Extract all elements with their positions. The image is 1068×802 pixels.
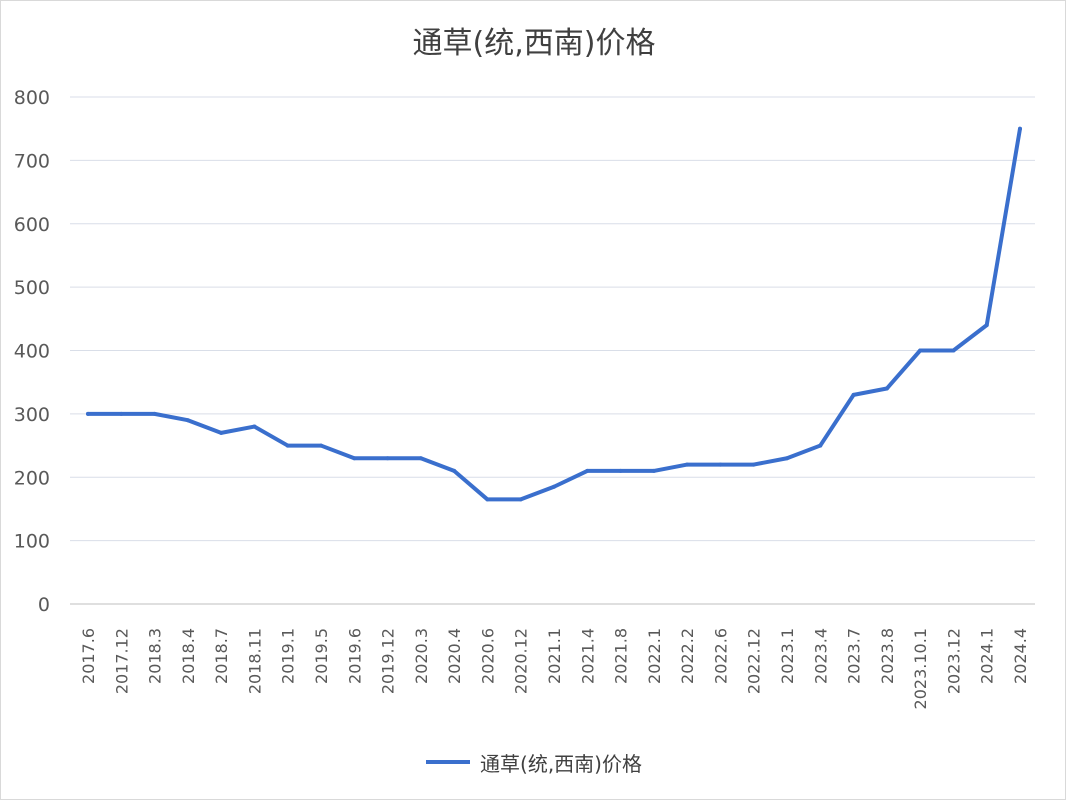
data-point [452,468,457,473]
x-tick-label: 2020.6 [478,628,497,684]
data-point [585,468,590,473]
data-point [219,430,224,435]
data-point [319,443,323,448]
data-point [418,456,423,461]
x-tick-label: 2021.1 [545,628,564,684]
x-tick-label: 2018.3 [146,628,165,684]
data-point [618,468,623,473]
x-tick-label: 2023.12 [944,628,963,694]
series-line [86,126,1022,502]
data-point [119,411,124,416]
legend-label: 通草(统,西南)价格 [480,751,642,776]
y-tick-label: 700 [14,150,50,172]
data-point [718,462,723,467]
x-tick-label: 2022.6 [711,628,730,684]
data-point [951,348,956,353]
y-tick-label: 100 [14,531,50,553]
data-point [385,456,390,461]
x-tick-label: 2019.6 [345,628,364,684]
x-tick-label: 2024.1 [978,628,997,684]
y-tick-label: 600 [14,214,50,236]
x-tick-label: 2018.11 [245,628,264,694]
data-point [785,456,789,461]
data-point [285,443,290,448]
x-tick-label: 2019.1 [279,628,298,684]
grid-lines [70,96,1035,605]
data-point [685,462,690,467]
x-tick-label: 2020.12 [512,628,531,694]
data-point [818,443,823,448]
data-point [252,424,257,429]
data-point [352,456,357,461]
x-tick-label: 2022.2 [678,628,697,684]
x-tick-label: 2021.8 [612,628,631,684]
x-tick-label: 2017.12 [112,628,131,694]
x-tick-label: 2017.6 [79,628,98,684]
chart-title: 通草(统,西南)价格 [412,26,656,61]
series-layer [86,126,1022,502]
data-point [918,348,923,353]
data-point [152,411,157,416]
data-point [86,411,90,416]
data-point [485,497,490,502]
data-point [851,392,856,397]
x-tick-label: 2024.4 [1011,628,1030,684]
data-point [984,323,989,328]
data-point [185,418,190,423]
x-tick-label: 2019.5 [312,628,331,684]
legend-swatch [426,760,471,764]
data-point [751,462,756,467]
x-tick-label: 2019.12 [379,628,398,694]
x-tick-label: 2023.7 [845,628,864,684]
x-axis-ticks: 2017.6 2017.12 2018.3 2018.4 2018.7 2018.11 20… [79,628,1030,709]
x-tick-label: 2020.4 [445,628,464,684]
x-tick-label: 2021.4 [578,628,597,684]
data-point [651,468,656,473]
y-tick-label: 800 [14,87,50,109]
y-tick-label: 300 [14,404,50,426]
x-tick-label: 2020.3 [412,628,431,684]
x-tick-label: 2022.1 [645,628,664,684]
y-tick-label: 0 [38,594,50,616]
x-tick-label: 2023.1 [778,628,797,684]
data-point [552,484,556,489]
x-tick-label: 2023.10.1 [911,628,930,709]
x-tick-label: 2018.4 [179,628,198,684]
x-tick-label: 2023.8 [878,628,897,684]
x-tick-label: 2022.12 [745,628,764,694]
x-tick-label: 2018.7 [212,628,231,684]
y-axis-ticks: 0 100 200 300 400 500 600 700 800 [14,87,50,616]
legend: 通草(统,西南)价格 [0,744,1068,780]
y-tick-label: 400 [14,341,50,363]
x-tick-label: 2023.4 [811,628,830,684]
y-tick-label: 500 [14,277,50,299]
data-point [884,386,889,391]
data-point [1018,126,1022,131]
data-point [518,497,523,502]
y-tick-label: 200 [14,467,50,489]
